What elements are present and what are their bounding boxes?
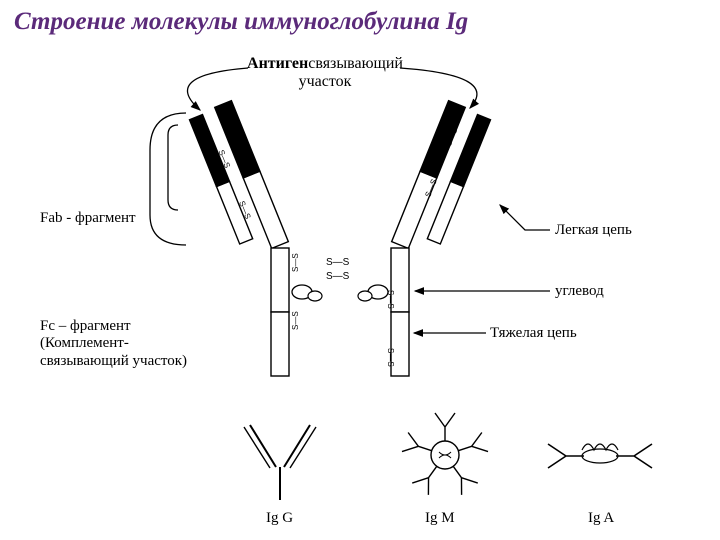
right-fc-stem: S—S S—S <box>386 248 409 376</box>
carbohydrate-left <box>292 285 322 301</box>
hinge-ss: S—S S—S <box>326 257 350 282</box>
light-chain-arrow <box>500 205 550 230</box>
left-fc-stem: S—S S—S <box>271 248 300 376</box>
iga-mini <box>548 444 652 468</box>
carbohydrate-right <box>358 285 388 301</box>
svg-text:S—S: S—S <box>386 348 395 367</box>
ig-diagram: S—S S—S S—S S—S S—S S—S S—S S—S S—S S—S <box>0 0 720 540</box>
fab-bracket-light <box>168 125 178 210</box>
igm-mini <box>402 413 488 495</box>
svg-text:S—S: S—S <box>291 311 300 330</box>
svg-text:S—S: S—S <box>291 253 300 272</box>
igg-mini <box>244 425 316 500</box>
antigen-arrow-right <box>400 68 477 108</box>
svg-text:S—S: S—S <box>326 257 350 268</box>
svg-text:S—S: S—S <box>326 271 350 282</box>
antigen-arrow-left <box>188 68 249 110</box>
